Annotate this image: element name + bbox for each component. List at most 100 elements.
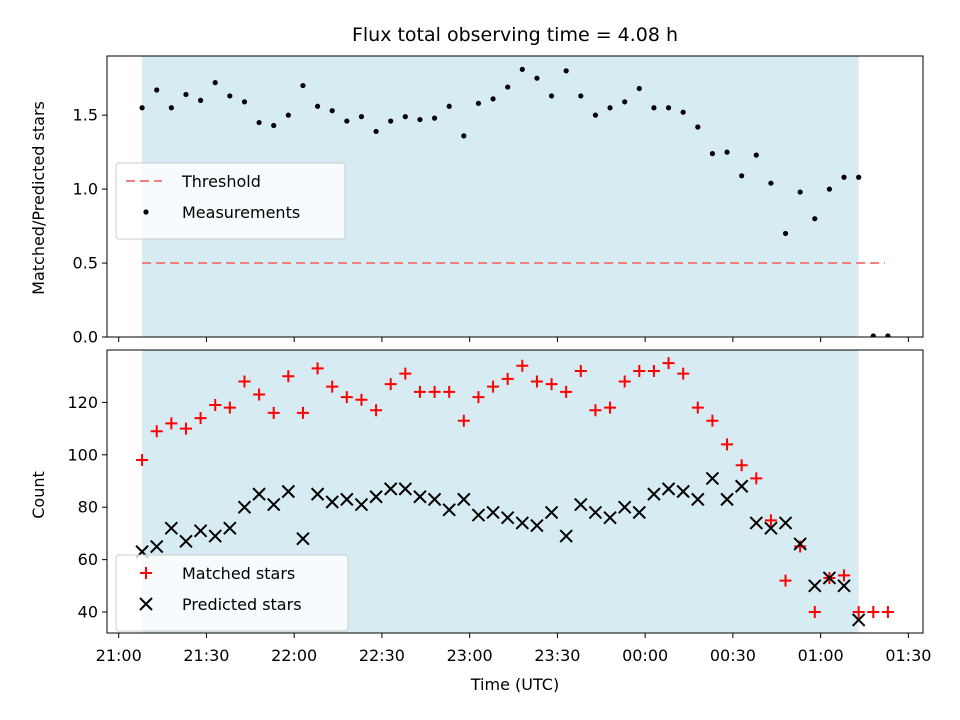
dot-point <box>197 97 204 103</box>
plus-point <box>545 378 558 391</box>
x-tick-label: 00:30 <box>710 646 756 665</box>
plus-point <box>399 367 412 380</box>
plus-point <box>487 380 500 393</box>
x-point <box>164 521 179 535</box>
dot-point <box>812 216 818 222</box>
dot-point <box>168 105 174 111</box>
x-point <box>413 490 427 504</box>
plus-point <box>574 364 587 377</box>
dot-point <box>212 80 218 86</box>
plus-point <box>413 385 426 398</box>
dot-point <box>329 108 335 114</box>
x-point <box>749 516 763 530</box>
dot-point <box>285 112 291 118</box>
plus-point <box>457 414 470 427</box>
plus-point <box>355 393 368 406</box>
dot-point <box>651 105 657 111</box>
x-point <box>193 524 208 538</box>
x-point <box>559 529 573 543</box>
dot-point <box>402 114 408 120</box>
data-markers <box>135 357 894 627</box>
dot-point <box>665 105 672 111</box>
x-point <box>457 492 471 507</box>
plus-point <box>779 574 792 587</box>
x-point <box>808 579 822 593</box>
x-point <box>661 482 676 496</box>
x-point <box>427 492 442 507</box>
x-tick-label: 21:30 <box>183 646 229 665</box>
plus-point <box>340 391 353 404</box>
dot-point <box>490 96 496 102</box>
plus-point <box>296 406 309 419</box>
plus-point <box>253 388 266 401</box>
dot-point <box>461 133 467 139</box>
x-point <box>486 505 500 520</box>
plus-point <box>136 454 149 467</box>
x-point <box>237 500 252 514</box>
plus-point <box>808 606 821 619</box>
x-point <box>851 613 866 627</box>
legend: Matched stars Predicted stars <box>115 554 349 632</box>
dot-point <box>826 186 833 192</box>
plot-frame <box>106 349 924 634</box>
x-tick-label: 01:00 <box>798 646 844 665</box>
plus-point <box>209 399 222 412</box>
x-axis-label: Time (UTC) <box>470 675 559 694</box>
plus-point <box>881 606 894 619</box>
legend-label: Matched stars <box>182 564 295 583</box>
x-point <box>179 534 193 548</box>
dot-point <box>314 103 321 109</box>
x-point <box>676 484 690 499</box>
dot-point <box>563 68 569 74</box>
dot-point <box>534 75 540 81</box>
x-point <box>296 531 310 546</box>
plus-point <box>706 414 719 427</box>
x-tick-label: 00:00 <box>622 646 668 665</box>
plus-point <box>150 425 163 438</box>
dot-point <box>417 116 423 123</box>
y-tick-label: 120 <box>67 393 98 412</box>
plus-point <box>370 404 383 417</box>
dot-point <box>300 82 306 89</box>
plus-point <box>223 401 236 414</box>
x-point <box>734 479 749 493</box>
x-point <box>515 516 530 530</box>
x-point <box>310 487 325 501</box>
y-axis-label: Count <box>29 471 48 519</box>
plus-point <box>750 472 763 485</box>
x-point <box>252 487 266 501</box>
x-point <box>383 482 398 496</box>
plus-point <box>238 375 251 388</box>
x-point <box>778 516 793 530</box>
y-tick-label: 0.0 <box>73 328 98 347</box>
dot-point <box>578 93 584 99</box>
dot-point <box>241 99 248 105</box>
dot-point <box>519 66 525 72</box>
dot-point <box>139 105 145 111</box>
chart-title: Flux total observing time = 4.08 h <box>352 24 678 46</box>
dot-point <box>856 174 862 180</box>
legend-plus-swatch <box>140 567 152 579</box>
plus-point <box>867 606 880 619</box>
dot-point <box>709 151 716 157</box>
dot-point <box>475 100 482 106</box>
plus-point <box>764 514 777 527</box>
legend-label: Measurements <box>182 203 300 222</box>
plus-point <box>662 357 675 370</box>
x-point <box>325 495 339 509</box>
plus-point <box>560 385 573 398</box>
x-point <box>530 518 544 533</box>
dot-point <box>622 99 628 105</box>
plus-point <box>443 385 456 398</box>
data-markers <box>139 66 891 337</box>
legend-label: Predicted stars <box>182 595 302 614</box>
x-point <box>471 508 486 522</box>
plus-point <box>384 378 397 391</box>
plus-point <box>311 362 324 375</box>
x-point <box>223 521 237 535</box>
x-point <box>281 484 296 499</box>
x-point <box>647 487 661 501</box>
x-tick-label: 21:00 <box>96 646 142 665</box>
x-point <box>588 505 603 520</box>
y-tick-label: 80 <box>78 498 98 517</box>
